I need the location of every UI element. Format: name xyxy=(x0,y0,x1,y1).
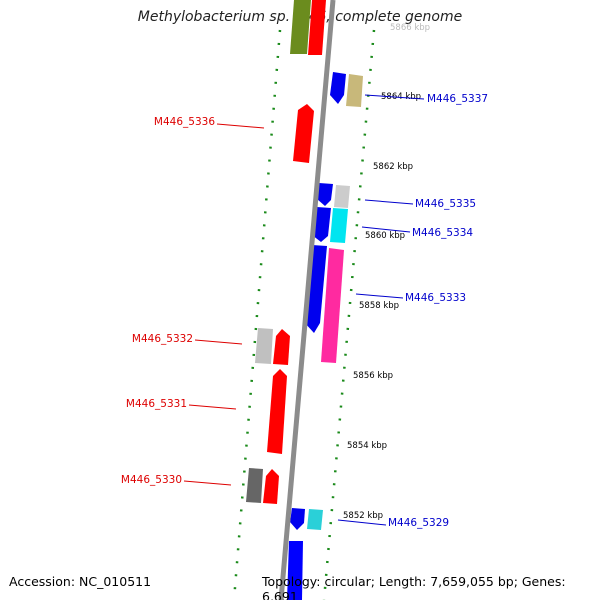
gene-5329-blue xyxy=(290,508,305,530)
kbp-tick-label: 5852 kbp xyxy=(343,511,383,521)
leader-5333 xyxy=(355,293,404,299)
gene-labels: M446_5337 M446_5336 M446_5335 M446_5334 … xyxy=(121,93,488,529)
dotted-guides xyxy=(232,29,376,600)
gene-blue-bottom xyxy=(287,541,303,600)
gene-5329-cyan xyxy=(307,509,323,530)
leader-5331 xyxy=(188,404,237,410)
gene-5333-magenta xyxy=(321,248,344,363)
left-dotted-guide xyxy=(232,29,282,600)
gene-5337-khaki xyxy=(346,74,363,107)
kbp-tick-label: 5866 kbp xyxy=(390,23,430,33)
leader-5334 xyxy=(361,226,411,233)
gene-5330-red xyxy=(263,469,279,504)
leader-5337 xyxy=(364,94,425,100)
leader-5332 xyxy=(194,339,243,345)
gene-5334-cyan xyxy=(330,208,348,243)
label-leaders xyxy=(183,94,425,526)
gene-red-top xyxy=(308,0,326,55)
leader-5335 xyxy=(364,199,414,205)
kbp-tick-label: 5860 kbp xyxy=(365,231,405,241)
gene-label-right[interactable]: M446_5329 xyxy=(388,517,449,529)
gene-label-right[interactable]: M446_5335 xyxy=(415,198,476,210)
kbp-tick-label: 5856 kbp xyxy=(353,371,393,381)
right-dotted-guide xyxy=(322,29,376,600)
gene-label-right[interactable]: M446_5333 xyxy=(405,292,466,304)
gene-5332-gray xyxy=(255,328,273,364)
genome-backbone xyxy=(278,0,336,600)
gene-5336-red xyxy=(293,104,314,163)
leader-5336 xyxy=(216,123,265,129)
kbp-tick-label: 5862 kbp xyxy=(373,162,413,172)
leader-5329 xyxy=(337,519,387,526)
gene-5335-gray xyxy=(334,185,350,208)
leader-5330 xyxy=(183,480,232,486)
gene-label-right[interactable]: M446_5334 xyxy=(412,227,473,239)
gene-olive-top xyxy=(290,0,311,54)
gene-label-left[interactable]: M446_5330 xyxy=(121,474,182,486)
gene-5331-red xyxy=(267,369,287,454)
topology-text: Topology: circular; Length: 7,659,055 bp… xyxy=(262,574,566,600)
gene-blocks xyxy=(246,72,363,530)
gene-label-left[interactable]: M446_5331 xyxy=(126,398,187,410)
gene-5332-red xyxy=(273,329,290,365)
gene-label-right[interactable]: M446_5337 xyxy=(427,93,488,105)
gene-5335-blue xyxy=(317,183,333,206)
gene-label-left[interactable]: M446_5332 xyxy=(132,333,193,345)
gene-5337-blue xyxy=(330,72,346,104)
gene-5330-darkgray xyxy=(246,468,263,503)
kbp-tick-label: 5858 kbp xyxy=(359,301,399,311)
kbp-tick-label: 5854 kbp xyxy=(347,441,387,451)
gene-label-left[interactable]: M446_5336 xyxy=(154,116,215,128)
accession-text: Accession: NC_010511 xyxy=(9,574,152,589)
partial-top-genes xyxy=(287,0,326,600)
